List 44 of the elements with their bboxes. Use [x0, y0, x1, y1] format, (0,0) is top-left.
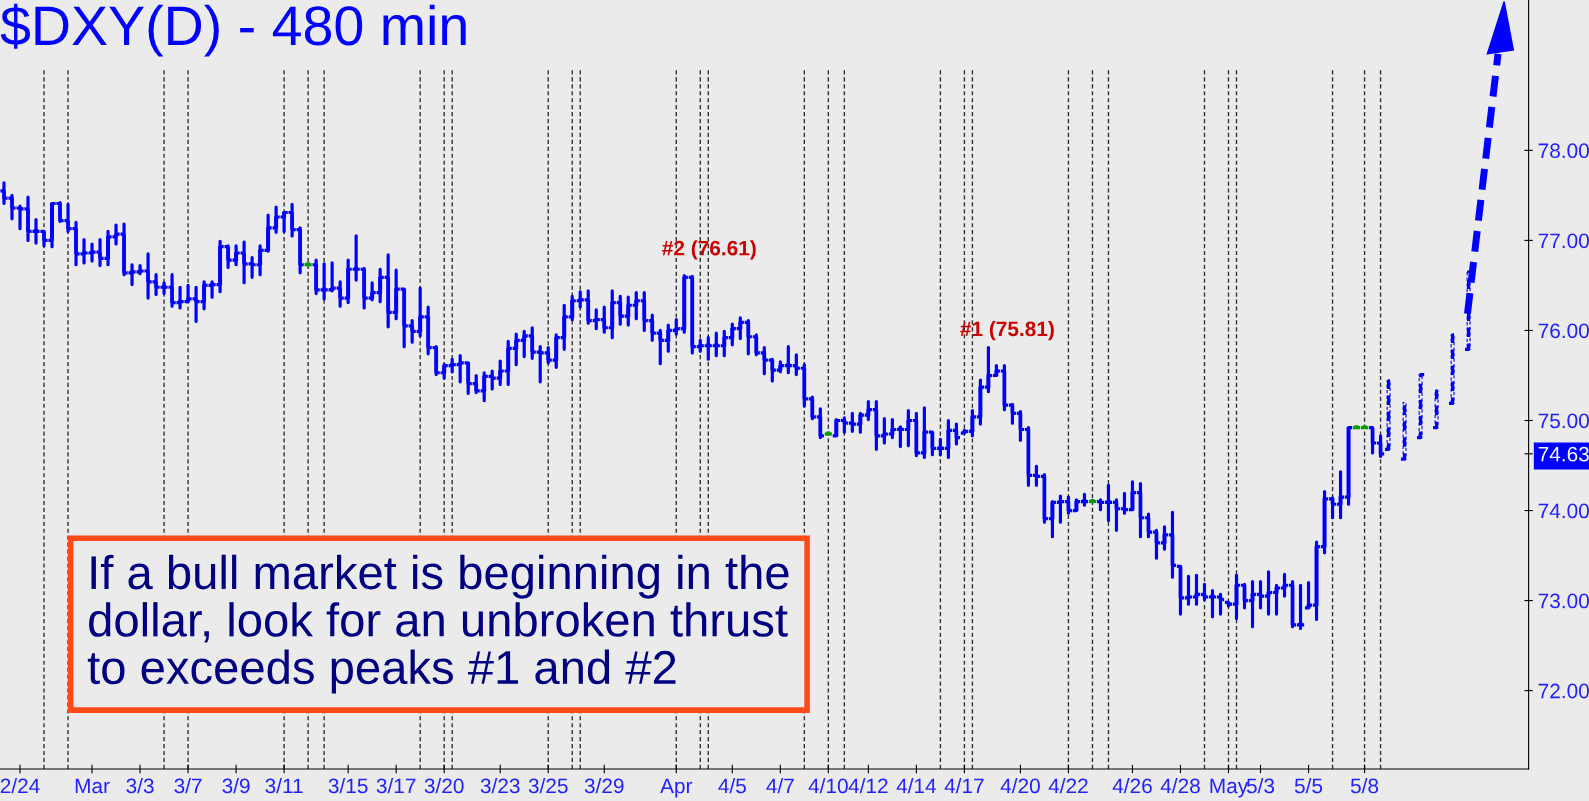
x-tick-label: 4/7 — [766, 777, 794, 794]
x-tick-label: 3/29 — [584, 777, 624, 794]
y-tick-label: 78.00 — [1538, 143, 1589, 159]
chart-title: $DXY(D) - 480 min — [0, 3, 466, 57]
candlestick — [1447, 333, 1458, 405]
y-tick-label: 72.00 — [1538, 683, 1589, 699]
x-tick-label: 5/8 — [1350, 777, 1379, 794]
candlestick — [1415, 372, 1426, 440]
x-tick-label: 4/20 — [1000, 777, 1040, 794]
x-tick-label: Mar — [75, 778, 110, 794]
y-tick-label: 75.00 — [1538, 413, 1589, 429]
x-tick-label: 5/3 — [1246, 777, 1275, 794]
x-tick-label: 4/12 — [848, 777, 888, 794]
candlestick — [1399, 400, 1410, 461]
x-tick-label: 3/20 — [424, 777, 464, 794]
x-tick-label: 5/5 — [1294, 777, 1323, 794]
y-tick-label: 77.00 — [1538, 233, 1589, 249]
x-tick-label: Apr — [660, 778, 693, 798]
x-tick-label: 3/17 — [376, 777, 416, 794]
x-tick-label: 4/10 — [808, 777, 848, 794]
annotation: #2 (76.61) — [662, 240, 756, 260]
annotation: If a bull market is beginning in the dollar, look for an unbroken thrust to exceeds peaks #1 and #2 — [87, 554, 789, 694]
annotation: #1 (75.81) — [960, 320, 1054, 341]
x-tick-label: 4/26 — [1112, 777, 1152, 794]
y-tick-label: 74.63 — [1538, 446, 1589, 462]
x-tick-label: 4/22 — [1048, 777, 1088, 794]
x-tick-label: 3/23 — [480, 777, 520, 794]
x-tick-label: 4/14 — [896, 777, 937, 794]
x-tick-label: 4/5 — [718, 777, 746, 794]
x-tick-label: 3/11 — [265, 777, 303, 794]
x-tick-label: 3/3 — [126, 777, 154, 794]
x-tick-label: 3/25 — [528, 777, 568, 794]
x-tick-label: 3/7 — [174, 777, 202, 794]
y-tick-label: 74.00 — [1538, 503, 1589, 519]
y-tick-label: 73.00 — [1538, 593, 1589, 609]
x-tick-label: 4/17 — [944, 777, 984, 794]
x-tick-label: 2/24 — [0, 777, 40, 794]
candlestick — [1383, 379, 1394, 451]
candlestick — [1431, 389, 1442, 430]
x-tick-label: 4/28 — [1160, 777, 1200, 794]
x-tick-label: 3/9 — [222, 777, 250, 794]
x-tick-label: 3/15 — [328, 777, 368, 794]
x-tick-label: May — [1210, 778, 1249, 798]
y-tick-label: 76.00 — [1538, 323, 1589, 339]
